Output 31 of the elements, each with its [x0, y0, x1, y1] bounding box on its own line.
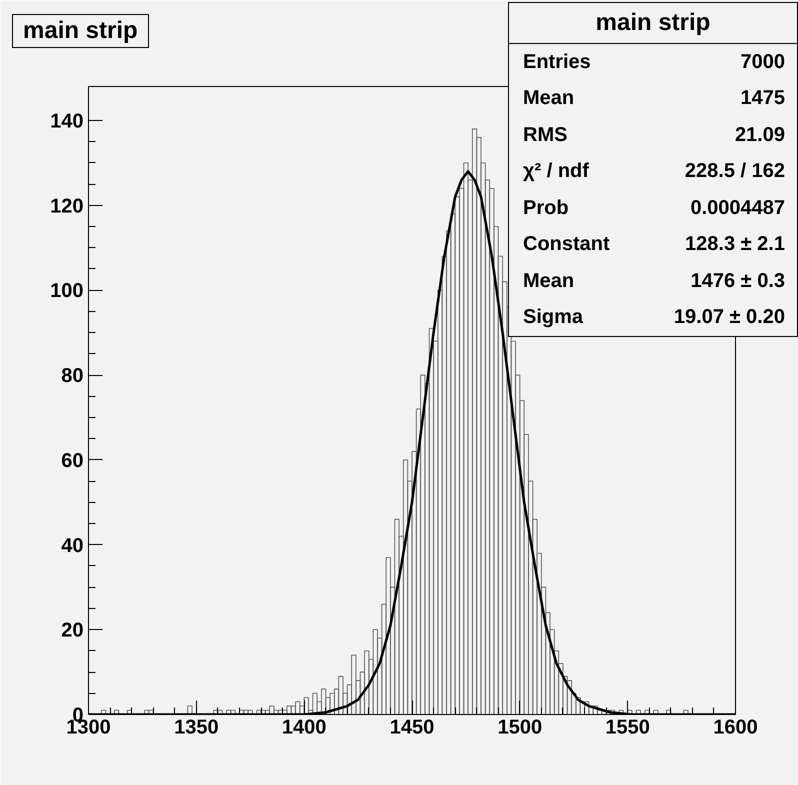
text: 1475 — [740, 87, 785, 110]
annotation: RMS — [523, 124, 568, 147]
annotation: Sigma — [523, 306, 584, 330]
x-tick-label: 1400 — [282, 716, 326, 738]
annotation: 0.0004487 — [690, 196, 785, 220]
annotation: Mean — [523, 270, 574, 293]
annotation: 19.07 ± 0.20 — [674, 306, 785, 330]
x-tick-label: 1500 — [498, 716, 542, 738]
annotation: 21.09 — [734, 124, 785, 147]
x-tick-label: 1550 — [605, 716, 650, 738]
y-tick-label: 20 — [61, 620, 84, 642]
text: 7000 — [740, 50, 785, 73]
x-tick-label: 1450 — [390, 716, 434, 738]
text: Entries — [523, 50, 591, 73]
title: main strip — [12, 14, 149, 48]
y-tick-label: 120 — [50, 195, 84, 218]
annotation: 1476 ± 0.3 — [690, 270, 785, 293]
y-tick-label: 100 — [50, 280, 84, 302]
y-tick-label: 80 — [61, 365, 84, 388]
annotation: Prob — [523, 196, 569, 220]
text: main strip — [596, 9, 710, 36]
annotation: 228.5 / 162 — [684, 160, 785, 184]
x-tick-label: 1600 — [713, 716, 758, 738]
x-tick-label: 1350 — [174, 716, 219, 738]
y-tick-label: 140 — [50, 110, 84, 132]
annotation: Mean — [523, 87, 574, 110]
y-tick-label: 40 — [61, 534, 84, 557]
y-tick-label: 60 — [61, 450, 84, 472]
annotation: Constant — [523, 233, 610, 256]
annotation: χ² / ndf — [523, 160, 589, 184]
annotation: 128.3 ± 2.1 — [685, 233, 785, 256]
